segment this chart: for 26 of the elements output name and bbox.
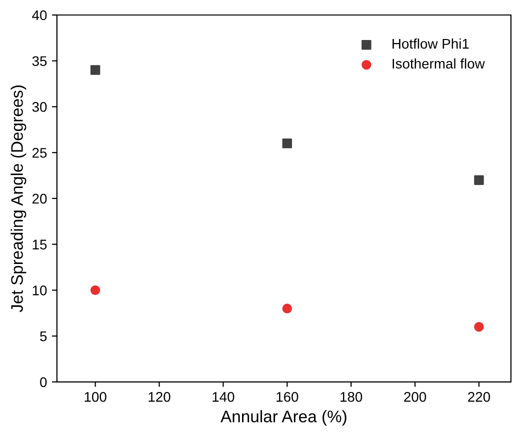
- point: [90, 65, 100, 75]
- point: [90, 285, 100, 296]
- legend-label: Hotflow Phi1: [392, 38, 469, 49]
- x-tick-label: 200: [404, 392, 426, 402]
- y-tick-label: 30: [32, 102, 47, 112]
- point: [282, 304, 292, 314]
- y-tick-label: 15: [32, 240, 47, 250]
- x-tick-label: 100: [84, 392, 106, 402]
- y-tick-label: 35: [32, 56, 47, 66]
- x-tick-label: 120: [148, 392, 170, 402]
- x-tick-label: 180: [340, 392, 362, 402]
- y-tick-label: 20: [32, 194, 47, 204]
- y-tick-label: 40: [32, 10, 47, 20]
- y-tick-label: 5: [40, 332, 47, 342]
- x-tick-label: 140: [212, 392, 234, 402]
- point: [474, 322, 484, 332]
- point: [474, 175, 484, 185]
- x-tick-label: 220: [468, 392, 490, 402]
- x-axis-title: Annular Area (%): [220, 410, 346, 426]
- y-tick-label: 25: [32, 148, 47, 158]
- y-tick-label: 0: [40, 377, 47, 388]
- y-axis-title: Jet Spreading Angle (Degrees): [10, 86, 26, 312]
- x-tick-label: 160: [276, 392, 298, 402]
- y-tick-label: 10: [32, 286, 47, 296]
- point: [282, 138, 292, 148]
- legend-label: Isothermal flow: [392, 58, 485, 69]
